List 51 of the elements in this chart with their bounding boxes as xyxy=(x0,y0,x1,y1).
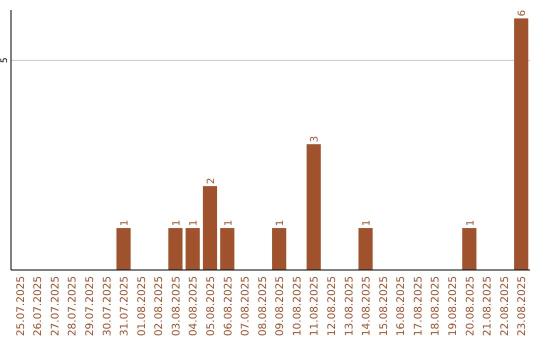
bar xyxy=(306,144,321,270)
data-label: 3 xyxy=(310,136,321,142)
bar xyxy=(272,228,286,270)
bar xyxy=(462,228,476,270)
x-tick-label: 11.08.2025 xyxy=(308,276,321,336)
x-tick-label: 22.08.2025 xyxy=(498,276,511,336)
bar xyxy=(186,228,200,270)
y-tick-label: 5 xyxy=(0,57,10,64)
x-tick-label: 05.08.2025 xyxy=(204,276,217,336)
x-tick-label: 15.08.2025 xyxy=(378,276,390,336)
x-tick-label: 10.08.2025 xyxy=(291,276,304,336)
x-tick-label: 30.07.2025 xyxy=(101,276,114,336)
x-tick-label: 14.08.2025 xyxy=(360,276,373,336)
data-label: 6 xyxy=(517,10,528,16)
data-label: 1 xyxy=(171,220,182,226)
bar xyxy=(168,228,182,270)
x-tick-label: 16.08.2025 xyxy=(395,276,408,336)
x-tick-label: 06.08.2025 xyxy=(222,276,234,336)
x-tick-label: 12.08.2025 xyxy=(326,276,338,336)
bar xyxy=(116,228,131,270)
x-tick-label: 04.08.2025 xyxy=(188,276,200,336)
x-tick-label: 13.08.2025 xyxy=(343,276,356,336)
x-tick-label: 31.07.2025 xyxy=(118,276,131,336)
x-tick-label: 02.08.2025 xyxy=(153,276,166,336)
bar xyxy=(220,228,234,270)
data-label: 1 xyxy=(465,220,476,226)
x-tick-label: 26.07.2025 xyxy=(32,276,44,336)
x-tick-label: 28.07.2025 xyxy=(66,276,79,336)
x-tick-label: 21.08.2025 xyxy=(482,276,494,336)
data-label: 1 xyxy=(362,220,373,226)
data-label: 1 xyxy=(188,220,200,226)
data-label: 1 xyxy=(120,220,131,226)
bar xyxy=(202,186,218,270)
x-tick-label: 25.07.2025 xyxy=(14,276,27,336)
data-label: 1 xyxy=(223,220,234,226)
x-tick-label: 18.08.2025 xyxy=(430,276,442,336)
data-label: 2 xyxy=(206,178,217,184)
x-tick-label: 20.08.2025 xyxy=(464,276,476,336)
x-tick-label: 17.08.2025 xyxy=(412,276,424,336)
x-tick-label: 09.08.2025 xyxy=(274,276,286,336)
data-label: 1 xyxy=(275,220,286,226)
x-tick-label: 19.08.2025 xyxy=(447,276,460,336)
x-tick-label: 27.07.2025 xyxy=(49,276,62,336)
bar xyxy=(514,18,528,270)
x-tick-label: 01.08.2025 xyxy=(136,276,148,336)
x-tick-label: 23.08.2025 xyxy=(516,276,528,336)
bar xyxy=(358,228,373,270)
x-tick-label: 08.08.2025 xyxy=(256,276,269,336)
x-tick-label: 07.08.2025 xyxy=(240,276,252,336)
x-tick-label: 29.07.2025 xyxy=(84,276,96,336)
x-tick-label: 03.08.2025 xyxy=(170,276,182,336)
